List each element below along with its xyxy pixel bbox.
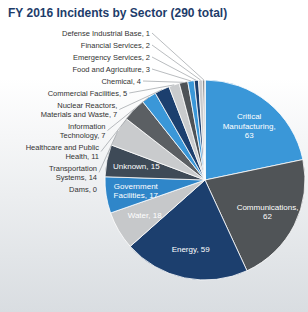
pie-slice xyxy=(205,80,206,180)
category-label: Government xyxy=(114,182,159,191)
category-label: Food and Agriculture xyxy=(72,65,141,74)
category-label: Manufacturing xyxy=(223,122,274,131)
data-label: Food and Agriculture, 3 xyxy=(72,65,150,74)
pie-slice xyxy=(203,80,205,180)
data-label: Communications, xyxy=(237,203,299,212)
category-label: Information xyxy=(68,122,106,131)
pie-slice xyxy=(105,177,205,213)
category-label: Unknown xyxy=(113,162,146,171)
data-label: Transportation xyxy=(49,164,97,173)
data-label: 63 xyxy=(245,131,254,140)
category-label: Defense Industrial Base xyxy=(62,29,142,38)
value-label: 14 xyxy=(89,173,97,182)
data-label: Financial Services, 2 xyxy=(81,41,150,50)
background xyxy=(0,0,308,312)
data-label: Manufacturing, xyxy=(223,122,276,131)
leader-line xyxy=(152,57,196,80)
leader-line xyxy=(129,85,174,93)
data-label: Systems, 14 xyxy=(56,173,97,182)
separator: , xyxy=(296,203,298,212)
data-label: Emergency Services, 2 xyxy=(73,53,150,62)
category-label: Facilities xyxy=(114,191,145,200)
data-label: Facilities, 17 xyxy=(114,191,159,200)
leader-line xyxy=(152,69,191,81)
category-label: Financial Services xyxy=(81,41,142,50)
value-label: 63 xyxy=(245,131,254,140)
data-label: Government xyxy=(114,182,159,191)
value-label: 2 xyxy=(146,41,150,50)
data-label: Dams, 0 xyxy=(69,185,97,194)
category-label: Nuclear Reactors, xyxy=(57,101,117,110)
leader-line xyxy=(99,131,118,172)
pie xyxy=(105,80,305,280)
leader-line xyxy=(101,110,134,152)
value-label: 15 xyxy=(151,162,160,171)
data-label: Commercial Facilities, 5 xyxy=(48,89,128,98)
value-label: 7 xyxy=(113,110,117,119)
leader-line xyxy=(152,33,204,80)
data-label: Unknown, 15 xyxy=(113,162,160,171)
category-label: Chemical xyxy=(101,77,133,86)
value-label: 17 xyxy=(149,191,158,200)
category-label: Critical xyxy=(237,112,262,121)
leader-line xyxy=(108,97,149,130)
leader-line xyxy=(119,90,162,110)
leader-line xyxy=(143,81,183,82)
data-label: Energy, 59 xyxy=(172,245,211,254)
data-label: Nuclear Reactors, xyxy=(57,101,117,110)
value-label: 3 xyxy=(146,65,150,74)
category-label: Communications xyxy=(237,203,297,212)
category-label: Technology xyxy=(60,131,98,140)
data-label: Critical xyxy=(237,112,262,121)
value-label: 7 xyxy=(101,131,105,140)
category-label: Transportation xyxy=(49,164,97,173)
data-label: Chemical, 4 xyxy=(101,77,141,86)
value-label: 11 xyxy=(91,152,99,161)
pie-slice xyxy=(111,180,205,246)
pie-slice xyxy=(188,81,205,180)
leader-line xyxy=(152,45,201,80)
data-label: Healthcare and Public xyxy=(26,143,100,152)
category-label: Emergency Services xyxy=(73,53,142,62)
category-label: Energy xyxy=(172,245,197,254)
category-label: Healthcare and Public xyxy=(26,143,100,152)
data-label: Materials and Waste, 7 xyxy=(41,110,117,119)
data-label: Health, 11 xyxy=(65,152,99,161)
category-label: Health xyxy=(65,152,87,161)
chart-svg: FY 2016 Incidents by Sector (290 total) C… xyxy=(0,0,308,312)
category-label: Systems xyxy=(56,173,85,182)
category-label: Materials and Waste xyxy=(41,110,109,119)
data-label: 62 xyxy=(263,212,272,221)
separator: , xyxy=(273,122,275,131)
labels: CriticalManufacturing,63Communications,6… xyxy=(26,29,299,254)
title: FY 2016 Incidents by Sector (290 total) xyxy=(8,6,227,20)
value-label: 18 xyxy=(153,211,162,220)
category-label: Water xyxy=(128,211,149,220)
data-label: Technology, 7 xyxy=(60,131,106,140)
value-label: 2 xyxy=(146,53,150,62)
chart-container: FY 2016 Incidents by Sector (290 total) C… xyxy=(0,0,308,312)
data-label: Defense Industrial Base, 1 xyxy=(62,29,150,38)
value-label: 1 xyxy=(146,29,150,38)
value-label: 62 xyxy=(263,212,272,221)
value-label: 5 xyxy=(123,89,127,98)
pie-slice xyxy=(199,80,205,180)
category-label: Commercial Facilities xyxy=(48,89,120,98)
value-label: 59 xyxy=(201,245,210,254)
pie-slice xyxy=(194,80,205,180)
data-label: Water, 18 xyxy=(128,211,163,220)
value-label: 4 xyxy=(137,77,141,86)
data-label: Information xyxy=(68,122,106,131)
value-label: 0 xyxy=(93,185,97,194)
category-label: Dams xyxy=(69,185,89,194)
